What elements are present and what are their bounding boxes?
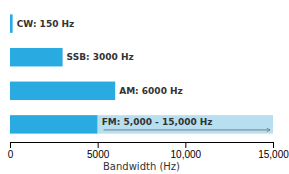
x-tick-mark — [98, 142, 99, 148]
annotations: CW: 150 Hz SSB: 3000 Hz AM: 6000 Hz FM: 5,0… — [17, 19, 213, 127]
annotation: CW: 150 Hz — [17, 19, 75, 29]
bar-segment — [10, 14, 13, 32]
annotation: SSB: 3000 Hz — [67, 52, 134, 62]
bar-segment — [10, 48, 63, 66]
x-tick-mark — [273, 142, 274, 148]
range-arrow — [104, 129, 270, 130]
x-axis: 0 5000 10,000 15,000 — [8, 142, 289, 160]
bars — [10, 14, 273, 133]
x-tick-label: 0 — [8, 149, 14, 160]
plot — [10, 14, 273, 133]
x-tick: 5000 — [87, 142, 110, 160]
bar-segment — [98, 115, 273, 133]
annotation: AM: 6000 Hz — [119, 86, 183, 96]
x-tick-label: 15,000 — [258, 149, 289, 160]
x-tick: 10,000 — [171, 142, 202, 160]
chart: CW: 150 Hz SSB: 3000 Hz AM: 6000 Hz FM: 5,0… — [0, 0, 289, 174]
bar-segment — [10, 115, 98, 133]
x-axis-title: Bandwidth (Hz) — [103, 161, 180, 172]
x-tick-mark — [10, 142, 11, 148]
x-axis-line — [11, 142, 274, 143]
x-tick-mark — [185, 142, 186, 148]
x-tick-label: 5000 — [87, 149, 110, 160]
annotation: FM: 5,000 - 15,000 Hz — [102, 117, 213, 127]
x-tick: 0 — [8, 142, 14, 160]
x-tick-label: 10,000 — [171, 149, 202, 160]
x-tick: 15,000 — [258, 142, 289, 160]
bar-segment — [10, 82, 115, 100]
